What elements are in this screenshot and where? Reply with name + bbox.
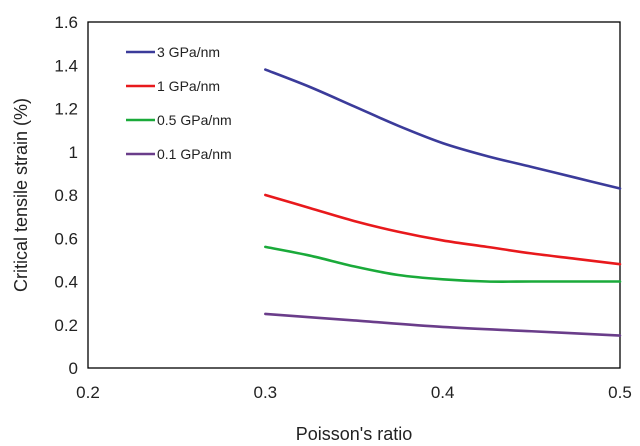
y-tick-label: 0.4	[54, 273, 78, 292]
y-tick-label: 1	[69, 143, 78, 162]
legend-label-1: 3 GPa/nm	[157, 44, 220, 60]
plot-frame	[87, 21, 621, 369]
y-tick-label: 0.6	[54, 229, 78, 248]
legend-label-2: 1 GPa/nm	[157, 78, 220, 94]
series-line-3	[264, 245, 622, 283]
x-axis-tick-labels: 0.2 0.3 0.4 0.5	[76, 383, 632, 402]
x-axis-title: Poisson's ratio	[296, 424, 413, 444]
series-line-4	[264, 312, 622, 337]
x-tick-label: 0.5	[608, 383, 632, 402]
y-tick-label: 1.6	[54, 13, 78, 32]
y-tick-label: 1.2	[54, 100, 78, 119]
y-axis-title: Critical tensile strain (%)	[11, 98, 31, 292]
y-tick-label: 1.4	[54, 56, 78, 75]
x-tick-label: 0.2	[76, 383, 100, 402]
series-line-2	[264, 193, 622, 266]
series-lines	[264, 68, 622, 337]
x-tick-label: 0.3	[254, 383, 278, 402]
series-line-1	[264, 68, 622, 190]
x-tick-label: 0.4	[431, 383, 455, 402]
legend-label-3: 0.5 GPa/nm	[157, 112, 232, 128]
y-tick-label: 0.2	[54, 316, 78, 335]
plot-area	[87, 21, 621, 369]
y-tick-label: 0.8	[54, 186, 78, 205]
y-axis-tick-labels: 0 0.2 0.4 0.6 0.8 1 1.2 1.4 1.6	[54, 13, 78, 378]
legend-label-4: 0.1 GPa/nm	[157, 146, 232, 162]
legend: 3 GPa/nm 1 GPa/nm 0.5 GPa/nm 0.1 GPa/nm	[126, 44, 232, 162]
y-tick-label: 0	[69, 359, 78, 378]
